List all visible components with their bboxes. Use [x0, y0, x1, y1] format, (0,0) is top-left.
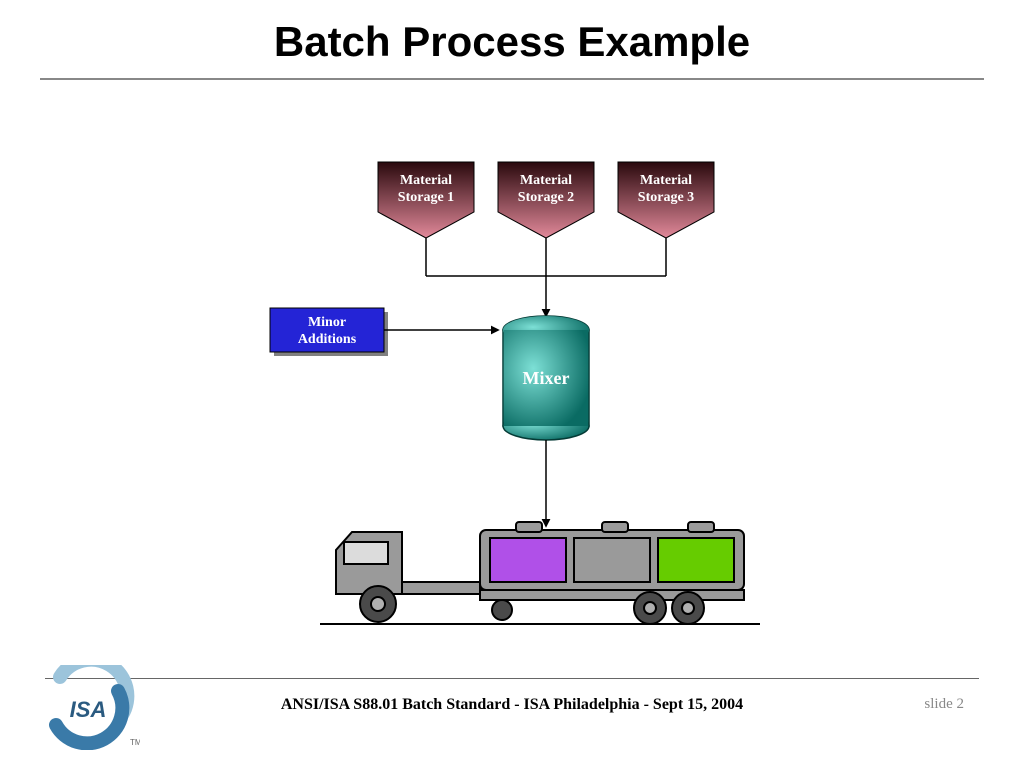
storage-1-label-1: Material: [400, 173, 452, 188]
mixer-label: Mixer: [523, 368, 570, 388]
title-divider: [40, 78, 984, 80]
page-title: Batch Process Example: [0, 0, 1024, 78]
storage-3-label-2: Storage 3: [638, 190, 694, 205]
storage-2-label-1: Material: [520, 173, 572, 188]
storage-1-label-2: Storage 1: [398, 190, 454, 205]
process-diagram: Material Storage 1 Material Storage 2 Ma…: [0, 90, 1024, 650]
storage-2-label-2: Storage 2: [518, 190, 574, 205]
footer-divider: [45, 678, 979, 679]
storage-3-label-1: Material: [640, 173, 692, 188]
truck-compartment-1: [490, 538, 566, 582]
storage-1: Material Storage 1: [378, 162, 474, 238]
isa-logo-tm: TM: [130, 738, 140, 747]
truck-compartment-3: [658, 538, 734, 582]
tanker-truck-icon: [320, 522, 760, 624]
isa-logo: ISA TM: [40, 665, 140, 750]
storage-3: Material Storage 3: [618, 162, 714, 238]
storage-2: Material Storage 2: [498, 162, 594, 238]
footer-text: ANSI/ISA S88.01 Batch Standard - ISA Phi…: [0, 696, 1024, 714]
minor-additions-box: Minor Additions: [270, 308, 388, 356]
minor-label-1: Minor: [308, 315, 346, 330]
minor-label-2: Additions: [298, 332, 357, 347]
slide-number: slide 2: [924, 696, 964, 713]
truck-compartment-2: [574, 538, 650, 582]
storage-flow-lines: [426, 238, 666, 316]
mixer-tank: Mixer: [503, 316, 589, 440]
isa-logo-text: ISA: [70, 697, 107, 722]
slide-footer: ANSI/ISA S88.01 Batch Standard - ISA Phi…: [0, 678, 1024, 768]
